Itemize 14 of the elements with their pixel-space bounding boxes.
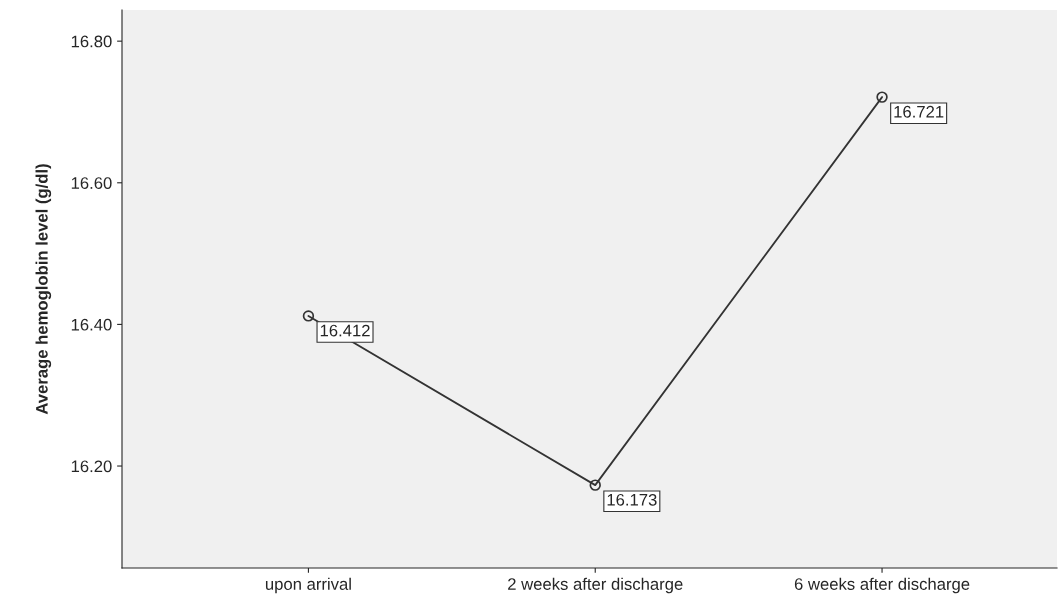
y-axis-title: Average hemoglobin level (g/dl)	[35, 164, 52, 415]
y-tick-label: 16.40	[71, 318, 112, 331]
data-label: 16.721	[894, 105, 944, 118]
point	[876, 91, 888, 103]
data-label: 16.412	[320, 324, 370, 337]
point	[589, 479, 601, 491]
x-tick-label: 6 weeks after discharge	[794, 577, 970, 594]
y-tick-label: 16.80	[71, 35, 112, 48]
x-tick-label: 2 weeks after discharge	[508, 577, 683, 594]
data-label: 16.173	[607, 493, 657, 506]
y-tick-label: 16.20	[71, 460, 112, 473]
y-tick-label: 16.60	[71, 177, 112, 189]
point	[302, 310, 315, 322]
x-tick-label: upon arrival	[265, 577, 351, 594]
